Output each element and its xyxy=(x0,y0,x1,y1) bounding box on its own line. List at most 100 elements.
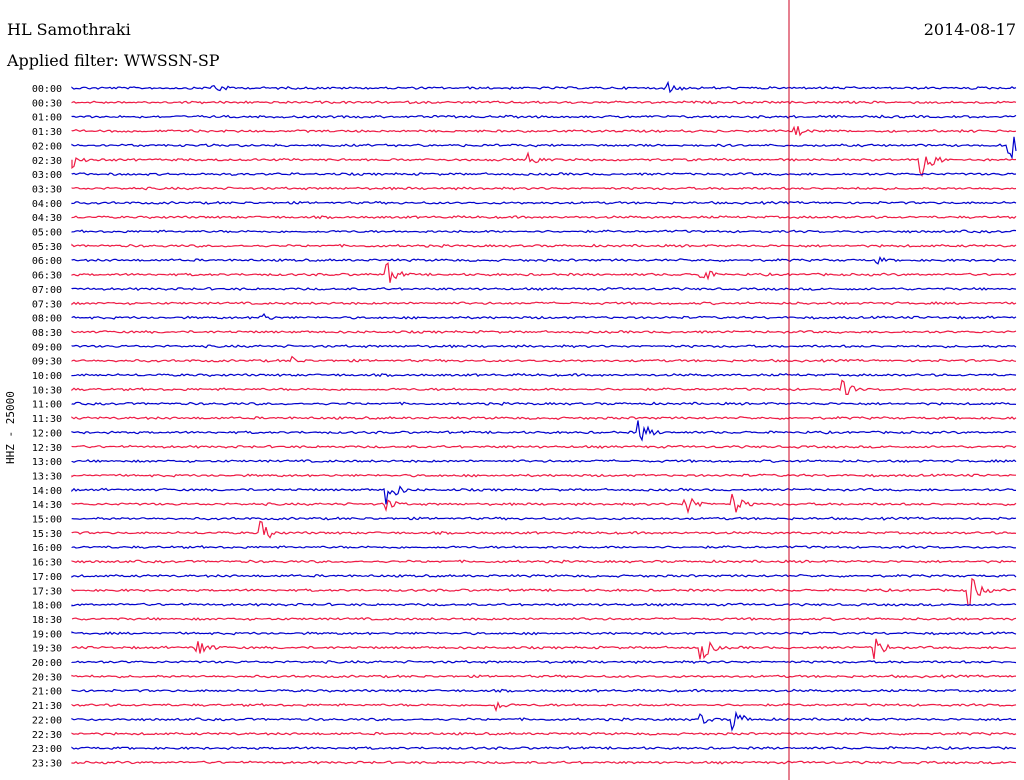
channel-label: HHZ - 25000 xyxy=(4,391,17,464)
seismic-trace xyxy=(71,255,1017,265)
seismic-trace xyxy=(71,700,1017,713)
row-time-label: 10:30 xyxy=(32,385,62,396)
row-time-label: 07:00 xyxy=(32,285,62,296)
row-time-label: 00:30 xyxy=(32,98,62,109)
record-date: 2014-08-17 xyxy=(923,20,1016,39)
trace-group xyxy=(71,80,1017,765)
row-time-label: 22:30 xyxy=(32,730,62,741)
seismic-trace xyxy=(71,688,1017,693)
row-time-label: 00:00 xyxy=(32,84,62,95)
seismic-trace xyxy=(71,674,1017,679)
seismic-trace xyxy=(71,420,1017,442)
seismic-trace xyxy=(71,172,1017,177)
seismic-trace xyxy=(71,473,1016,478)
seismic-trace xyxy=(71,516,1017,521)
seismic-trace xyxy=(71,373,1017,378)
row-time-label: 16:30 xyxy=(32,558,62,569)
seismic-trace xyxy=(71,151,1017,177)
row-time-label: 09:00 xyxy=(32,342,62,353)
seismic-trace xyxy=(71,731,1017,736)
row-time-label: 02:30 xyxy=(32,156,62,167)
row-time-label: 09:30 xyxy=(32,357,62,368)
row-time-label: 15:30 xyxy=(32,529,62,540)
seismic-trace xyxy=(71,745,1017,751)
row-time-label: 08:30 xyxy=(32,328,62,339)
seismic-trace xyxy=(71,710,1016,732)
row-time-label: 21:30 xyxy=(32,701,62,712)
seismic-trace xyxy=(71,616,1017,622)
seismic-trace xyxy=(71,114,1017,119)
seismic-trace xyxy=(71,602,1017,607)
seismic-trace xyxy=(71,262,1017,283)
seismic-trace xyxy=(71,638,1017,660)
seismic-trace xyxy=(71,545,1017,550)
seismic-trace xyxy=(71,286,1017,291)
row-time-label: 01:30 xyxy=(32,127,62,138)
seismic-trace xyxy=(71,444,1017,449)
seismic-trace xyxy=(71,80,1017,94)
seismic-trace xyxy=(71,760,1017,765)
row-time-label: 13:00 xyxy=(32,457,62,468)
seismic-trace xyxy=(71,100,1017,105)
row-time-label: 13:30 xyxy=(32,471,62,482)
seismic-trace xyxy=(71,493,1017,515)
seismic-trace xyxy=(71,631,1017,636)
row-time-label: 19:30 xyxy=(32,644,62,655)
row-label-group: 00:00 00:30 01:00 01:30 02:00 02:30 03:00 03:30… xyxy=(32,84,62,769)
seismic-trace xyxy=(71,573,1017,578)
row-time-label: 03:30 xyxy=(32,184,62,195)
seismic-trace xyxy=(71,344,1017,349)
row-time-label: 03:00 xyxy=(32,170,62,181)
seismic-trace xyxy=(71,559,1017,564)
row-time-label: 23:30 xyxy=(32,758,62,769)
row-time-label: 04:30 xyxy=(32,213,62,224)
station-name: HL Samothraki xyxy=(7,20,131,39)
row-time-label: 05:00 xyxy=(32,228,62,239)
seismic-trace xyxy=(71,329,1017,334)
row-time-label: 17:00 xyxy=(32,572,62,583)
row-time-label: 20:00 xyxy=(32,658,62,669)
row-time-label: 18:00 xyxy=(32,601,62,612)
seismic-trace xyxy=(71,243,1017,248)
seismic-trace xyxy=(71,229,1017,234)
row-time-label: 05:30 xyxy=(32,242,62,253)
seismic-trace xyxy=(71,379,1017,395)
row-time-label: 14:00 xyxy=(32,486,62,497)
row-time-label: 22:00 xyxy=(32,715,62,726)
row-time-label: 21:00 xyxy=(32,687,62,698)
seismic-trace xyxy=(71,659,1017,665)
seismic-trace xyxy=(71,215,1017,220)
row-time-label: 11:30 xyxy=(32,414,62,425)
row-time-label: 12:30 xyxy=(32,443,62,454)
seismic-trace xyxy=(71,577,1017,606)
seismic-trace xyxy=(71,485,1016,505)
row-time-label: 08:00 xyxy=(32,314,62,325)
seismic-trace xyxy=(71,301,1017,306)
row-time-label: 14:30 xyxy=(32,500,62,511)
seismic-trace xyxy=(71,136,1017,160)
row-time-label: 15:00 xyxy=(32,515,62,526)
seismic-trace xyxy=(71,415,1017,421)
row-time-label: 20:30 xyxy=(32,672,62,683)
row-time-label: 16:00 xyxy=(32,543,62,554)
row-time-label: 10:00 xyxy=(32,371,62,382)
row-time-label: 12:00 xyxy=(32,428,62,439)
seismic-trace xyxy=(71,520,1017,539)
row-time-label: 23:00 xyxy=(32,744,62,755)
row-time-label: 01:00 xyxy=(32,113,62,124)
seismic-trace xyxy=(71,355,1017,363)
seismic-trace xyxy=(71,200,1017,205)
row-time-label: 06:00 xyxy=(32,256,62,267)
seismic-trace xyxy=(71,459,1017,464)
row-time-label: 19:00 xyxy=(32,629,62,640)
row-time-label: 06:30 xyxy=(32,271,62,282)
row-time-label: 07:30 xyxy=(32,299,62,310)
row-time-label: 11:00 xyxy=(32,400,62,411)
seismic-trace xyxy=(71,401,1017,406)
row-time-label: 17:30 xyxy=(32,586,62,597)
row-time-label: 04:00 xyxy=(32,199,62,210)
row-time-label: 18:30 xyxy=(32,615,62,626)
seismic-trace xyxy=(71,186,1017,191)
row-time-label: 02:00 xyxy=(32,141,62,152)
seismic-trace xyxy=(71,125,1017,137)
